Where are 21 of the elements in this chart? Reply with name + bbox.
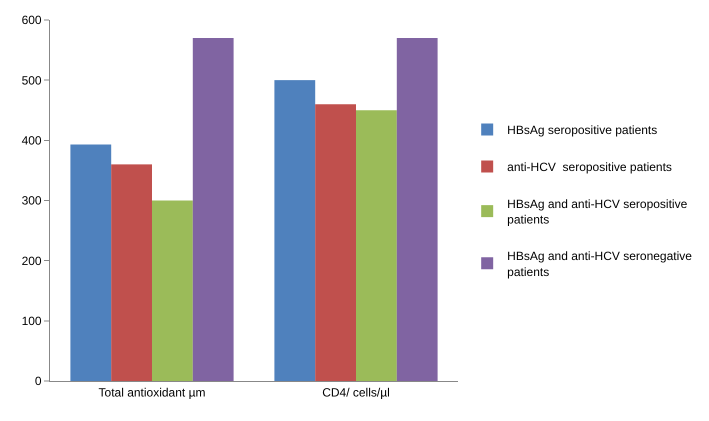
legend-label: anti-HCV seropositive patients [507, 160, 672, 174]
y-tick-label: 0 [34, 374, 42, 388]
y-tick-label: 600 [22, 13, 42, 28]
bar [274, 80, 316, 381]
bar [396, 38, 438, 381]
y-tick-label: 100 [22, 314, 42, 328]
legend-label: HBsAg and anti-HCV seropositive patients [507, 196, 688, 227]
bar [356, 110, 397, 381]
y-tick-label: 400 [22, 134, 42, 148]
x-tick-label: CD4/ cells/µl [322, 385, 390, 400]
y-tick-label: 300 [22, 194, 42, 208]
y-tick-label: 200 [22, 254, 42, 268]
legend-label: HBsAg seropositive patients [507, 123, 658, 138]
bar [111, 164, 152, 381]
y-tick-label: 500 [22, 73, 42, 88]
x-tick-label: Total antioxidant µm [98, 385, 206, 400]
bar [70, 144, 112, 381]
bar [315, 104, 356, 381]
legend-label: HBsAg and anti-HCV seronegative patients [507, 249, 692, 279]
bar [152, 200, 193, 381]
bar [192, 38, 234, 381]
